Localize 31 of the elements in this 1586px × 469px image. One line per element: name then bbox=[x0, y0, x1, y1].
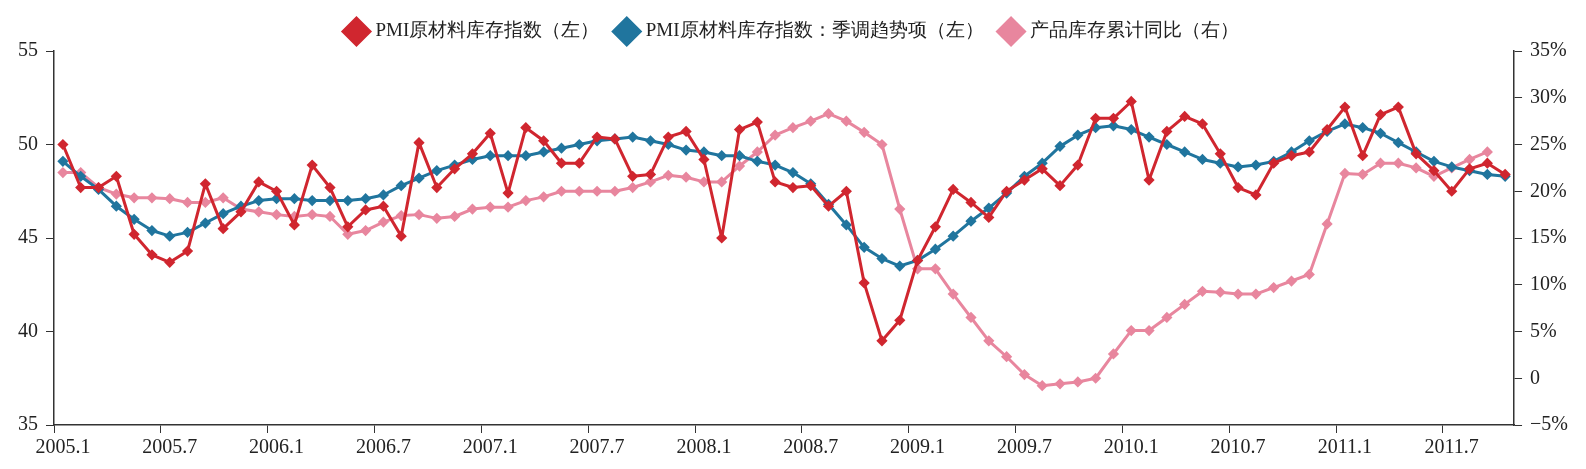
y2-tick-label: 15% bbox=[1530, 225, 1567, 248]
y2-tick-label: 5% bbox=[1530, 318, 1557, 341]
x-tick-label: 2007.7 bbox=[569, 435, 625, 458]
x-tick-label: 2005.1 bbox=[35, 435, 91, 458]
x-tick-label: 2011.1 bbox=[1317, 435, 1373, 458]
y-tick-label: 35 bbox=[18, 412, 38, 435]
y2-tick-label: 0 bbox=[1530, 365, 1541, 388]
x-tick-label: 2006.1 bbox=[249, 435, 305, 458]
x-tick-label: 2011.7 bbox=[1424, 435, 1479, 458]
x-tick-label: 2008.7 bbox=[783, 435, 839, 458]
legend-label: PMI原材料库存指数（左） bbox=[375, 19, 600, 41]
y-tick-label: 40 bbox=[18, 318, 38, 341]
legend-label: PMI原材料库存指数：季调趋势项（左） bbox=[645, 19, 984, 41]
y2-tick-label: 35% bbox=[1530, 38, 1567, 61]
y-tick-label: 50 bbox=[18, 131, 38, 154]
x-tick-label: 2005.7 bbox=[142, 435, 198, 458]
y-tick-label: 55 bbox=[18, 38, 38, 61]
x-tick-label: 2010.1 bbox=[1103, 435, 1159, 458]
x-tick-label: 2006.7 bbox=[355, 435, 411, 458]
x-tick-label: 2009.7 bbox=[996, 435, 1052, 458]
y2-tick-label: 25% bbox=[1530, 131, 1567, 154]
y2-tick-label: 10% bbox=[1530, 272, 1567, 294]
y-tick-label: 45 bbox=[18, 225, 38, 248]
legend-label: 产品库存累计同比（右） bbox=[1030, 19, 1240, 41]
x-tick-label: 2010.7 bbox=[1210, 435, 1266, 458]
x-tick-label: 2009.1 bbox=[890, 435, 946, 458]
y2-tick-label: −5% bbox=[1530, 412, 1569, 435]
x-tick-label: 2008.1 bbox=[676, 435, 732, 458]
x-tick-label: 2007.1 bbox=[462, 435, 518, 458]
y2-tick-label: 30% bbox=[1530, 85, 1567, 107]
y2-tick-label: 20% bbox=[1530, 178, 1567, 201]
